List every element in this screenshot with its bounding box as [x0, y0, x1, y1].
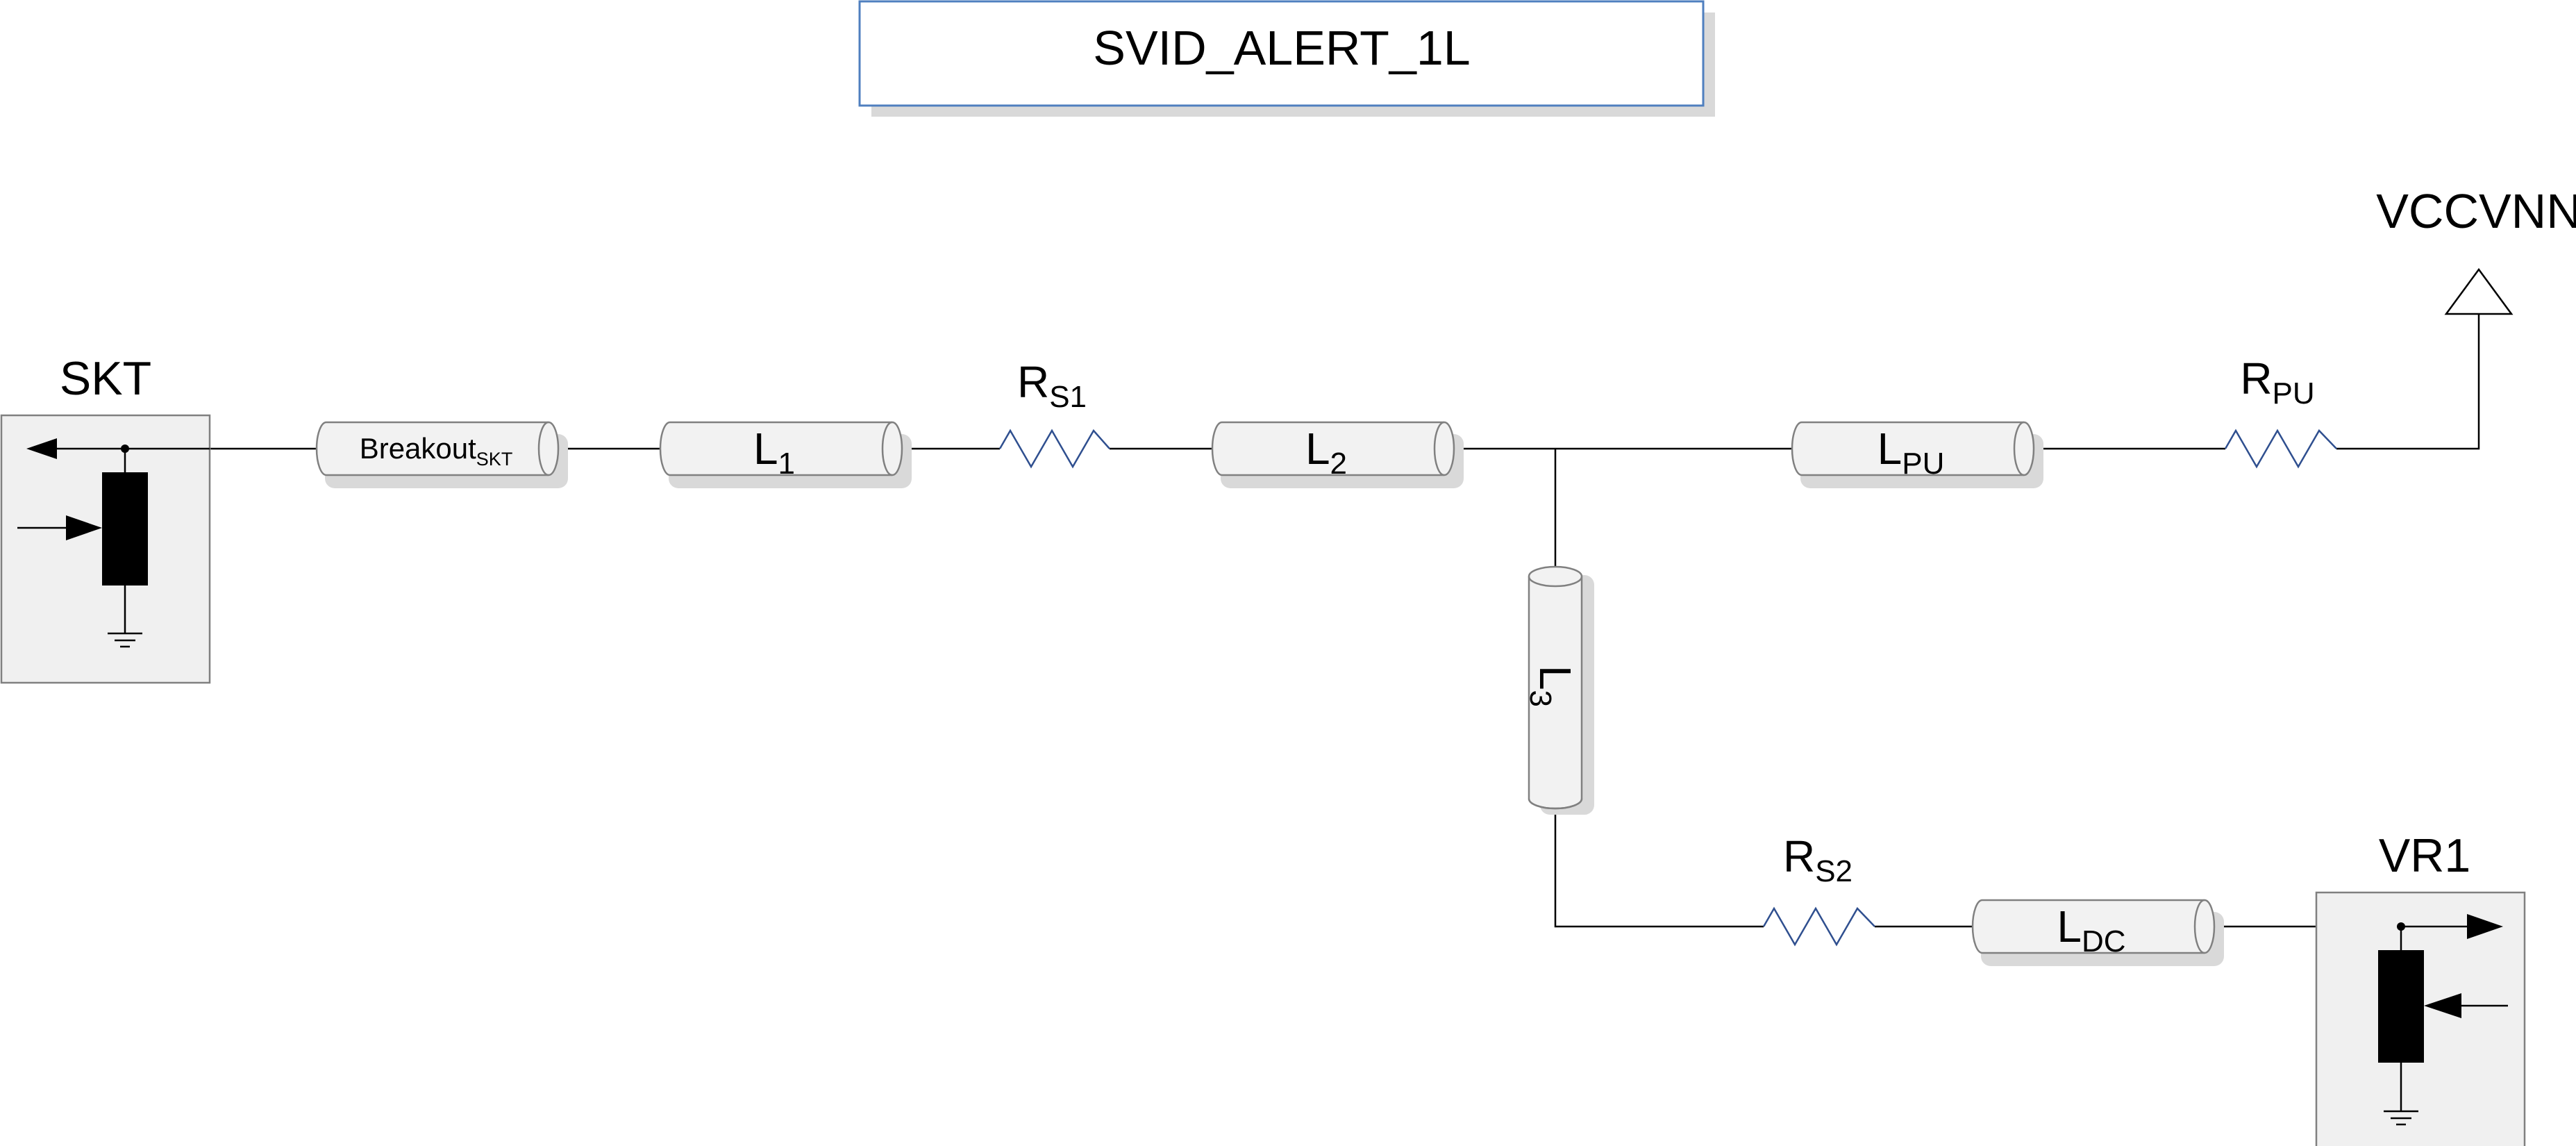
wire-rpu-vcc — [2336, 314, 2480, 450]
vr1-driver-body — [2378, 950, 2424, 1063]
rs2-zigzag — [1762, 906, 1875, 947]
rs1-label: RS1 — [1017, 357, 1087, 414]
vr1-output-arrow-icon — [2467, 914, 2503, 939]
wires — [124, 314, 2480, 928]
vr1-label: VR1 — [2379, 829, 2470, 882]
lpu-label: LPU — [1877, 424, 1945, 481]
resistor-rpu: RPU — [2224, 354, 2337, 469]
rpu-zigzag — [2224, 429, 2337, 469]
vr1-input-arrow-icon — [2424, 993, 2461, 1018]
vccvnn-supply: VCCVNN — [2376, 184, 2576, 315]
l3-label: L3 — [1523, 665, 1580, 707]
diagram-title: SVID_ALERT_1L — [1093, 21, 1470, 75]
skt-driver-body — [102, 472, 148, 586]
skt-block: SKT — [0, 352, 211, 684]
ldc-label: LDC — [2057, 902, 2125, 958]
tline-l2: L2 — [1211, 421, 1464, 488]
resistor-rs1: RS1 — [998, 357, 1110, 469]
tline-lpu: LPU — [1791, 421, 2043, 488]
wire-l3-rs2 — [1554, 799, 1764, 928]
tline-breakout: BreakoutSKT — [315, 421, 568, 488]
tline-ldc: LDC — [1971, 899, 2224, 966]
rs1-zigzag — [998, 429, 1110, 469]
tline-l1: L1 — [659, 421, 912, 488]
resistor-rs2: RS2 — [1762, 831, 1875, 947]
rpu-label: RPU — [2240, 354, 2314, 410]
skt-output-arrow-icon — [26, 438, 57, 459]
skt-input-arrow-icon — [66, 515, 102, 540]
skt-label: SKT — [60, 352, 151, 405]
breakout-label: BreakoutSKT — [360, 432, 513, 470]
rs2-label: RS2 — [1783, 831, 1852, 888]
supply-triangle-icon — [2444, 267, 2514, 315]
vr1-block: VR1 — [2315, 829, 2526, 1146]
title-block: SVID_ALERT_1L — [858, 0, 1715, 117]
l2-label: L2 — [1305, 424, 1347, 481]
supply-label: VCCVNN — [2376, 184, 2576, 238]
l1-label: L1 — [753, 424, 795, 481]
tline-l3: L3 — [1523, 565, 1594, 815]
